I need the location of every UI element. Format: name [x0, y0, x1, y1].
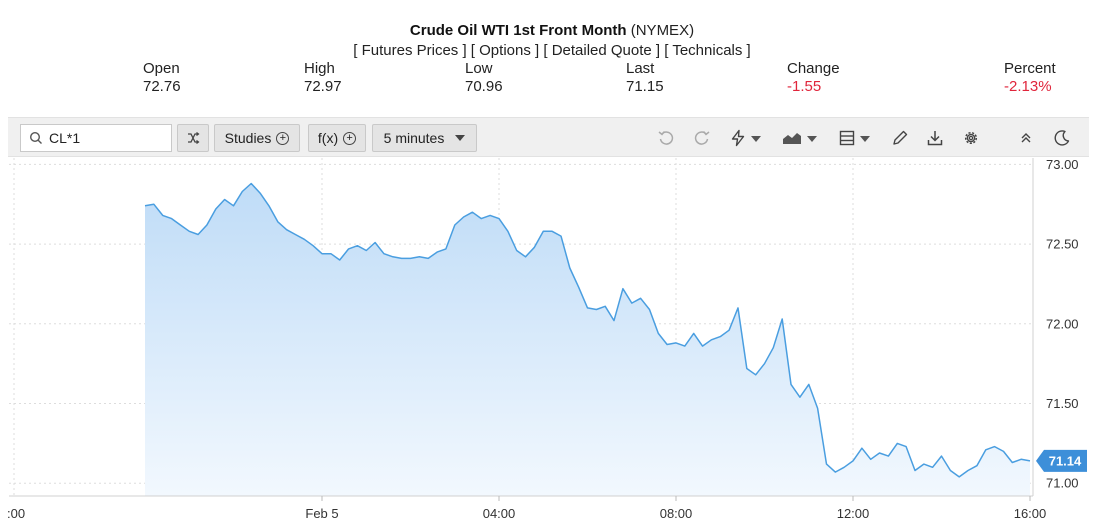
redo-button[interactable] — [692, 128, 712, 148]
y-tick-label: 71.50 — [1046, 396, 1079, 411]
stat-last-label: Last — [626, 60, 655, 77]
stat-low-value: 70.96 — [465, 78, 503, 95]
stat-open-value: 72.76 — [143, 78, 181, 95]
x-tick-label: 12:00 — [837, 506, 870, 521]
link-detailed-quote[interactable]: Detailed Quote — [551, 42, 652, 59]
layout-icon — [839, 130, 855, 146]
exchange-label: (NYMEX) — [630, 22, 695, 39]
x-axis-ticks: :00 Feb 5 04:00 08:00 12:00 16:00 — [7, 496, 1046, 521]
x-tick-label: 04:00 — [483, 506, 516, 521]
draw-button[interactable] — [890, 128, 910, 148]
stat-open: Open 72.76 — [143, 60, 181, 96]
compare-button[interactable] — [177, 124, 209, 152]
price-area — [145, 183, 1030, 496]
chart-type-chevron-icon[interactable] — [807, 136, 817, 142]
price-line — [144, 182, 1031, 478]
layout-chevron-icon[interactable] — [860, 136, 870, 142]
x-tick-label: 08:00 — [660, 506, 693, 521]
interval-label: 5 minutes — [383, 130, 445, 146]
stat-change-value: -1.55 — [787, 78, 822, 95]
x-tick-label: 16:00 — [1014, 506, 1047, 521]
studies-label: Studies — [224, 130, 272, 146]
stat-open-label: Open — [143, 60, 180, 77]
chart-toolbar: CL*1 Studies + f(x) + 5 minutes — [8, 117, 1089, 157]
chevron-down-icon — [455, 135, 466, 141]
stat-change-label: Change — [787, 60, 840, 77]
y-tick-label: 72.50 — [1046, 237, 1079, 252]
functions-label: f(x) — [317, 130, 339, 146]
instrument-name: Crude Oil WTI 1st Front Month — [409, 22, 627, 39]
stat-low: Low 70.96 — [465, 60, 503, 96]
functions-button[interactable]: f(x) + — [308, 124, 366, 152]
last-price-label: 71.14 — [1049, 453, 1082, 468]
undo-icon — [658, 131, 674, 145]
search-icon — [29, 131, 42, 144]
events-chevron-icon[interactable] — [751, 136, 761, 142]
dark-mode-icon — [1054, 130, 1070, 146]
stat-high-label: High — [304, 60, 335, 77]
stat-percent: Percent -2.13% — [1004, 60, 1056, 96]
add-function-icon: + — [343, 131, 357, 145]
undo-button[interactable] — [656, 128, 676, 148]
download-button[interactable] — [925, 128, 945, 148]
quote-header: Crude Oil WTI 1st Front Month (NYMEX) [ … — [0, 21, 1104, 60]
stat-last-value: 71.15 — [626, 78, 664, 95]
y-axis-ticks: 73.00 72.50 72.00 71.50 71.00 — [1046, 158, 1079, 491]
quote-links: [ Futures Prices ] [ Options ] [ Detaile… — [353, 42, 751, 59]
stat-percent-label: Percent — [1004, 60, 1056, 77]
redo-icon — [694, 131, 710, 145]
stat-last: Last 71.15 — [626, 60, 664, 96]
stat-high-value: 72.97 — [304, 78, 342, 95]
events-button[interactable] — [728, 128, 748, 148]
x-tick-label: :00 — [7, 506, 25, 521]
price-chart[interactable]: 73.00 72.50 72.00 71.50 71.00 :00 Feb 5 04:00 0… — [0, 158, 1104, 521]
symbol-search[interactable]: CL*1 — [20, 124, 172, 152]
interval-dropdown[interactable]: 5 minutes — [372, 124, 477, 152]
lightning-icon — [731, 129, 745, 147]
last-price-badge: 71.14 — [1036, 449, 1087, 472]
link-futures-prices[interactable]: Futures Prices — [361, 42, 459, 59]
link-technicals[interactable]: Technicals — [672, 42, 743, 59]
stat-low-label: Low — [465, 60, 493, 77]
settings-icon — [964, 131, 978, 145]
collapse-button[interactable] — [1016, 128, 1036, 148]
stat-high: High 72.97 — [304, 60, 342, 96]
settings-button[interactable] — [961, 128, 981, 148]
download-icon — [927, 131, 943, 146]
stat-percent-value: -2.13% — [1004, 78, 1052, 95]
studies-button[interactable]: Studies + — [214, 124, 300, 152]
last-price-badge-shape — [1036, 449, 1087, 472]
compare-icon — [188, 132, 200, 144]
y-tick-label: 73.00 — [1046, 158, 1079, 172]
add-study-icon: + — [276, 131, 290, 145]
chart-type-button[interactable] — [782, 128, 802, 148]
instrument-title: Crude Oil WTI 1st Front Month (NYMEX) — [0, 21, 1104, 41]
dark-mode-button[interactable] — [1052, 128, 1072, 148]
collapse-icon — [1021, 133, 1031, 143]
link-options[interactable]: Options — [479, 42, 531, 59]
chart-type-icon — [783, 133, 801, 144]
y-tick-label: 72.00 — [1046, 316, 1079, 331]
stat-change: Change -1.55 — [787, 60, 840, 96]
symbol-input-value[interactable]: CL*1 — [49, 130, 81, 146]
pencil-icon — [893, 130, 908, 145]
y-tick-label: 71.00 — [1046, 476, 1079, 491]
x-tick-label: Feb 5 — [305, 506, 338, 521]
layout-button[interactable] — [837, 128, 857, 148]
